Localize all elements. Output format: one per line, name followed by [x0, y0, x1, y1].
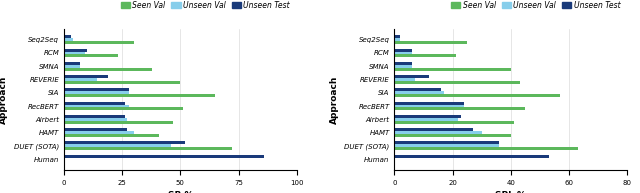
Bar [64, 115, 125, 118]
Bar [64, 105, 129, 108]
Bar [394, 131, 482, 134]
Bar [64, 134, 159, 137]
Bar [64, 88, 129, 91]
Bar [64, 41, 134, 44]
Bar [394, 118, 458, 121]
Y-axis label: Approach: Approach [330, 75, 339, 124]
Bar [64, 38, 74, 41]
Bar [64, 68, 152, 71]
Bar [64, 147, 232, 150]
Bar [394, 94, 560, 97]
Bar [64, 54, 118, 57]
Bar [394, 128, 473, 131]
X-axis label: SR %: SR % [168, 191, 193, 193]
Bar [394, 65, 412, 68]
Bar [394, 81, 520, 84]
Bar [394, 52, 412, 54]
Bar [64, 49, 87, 52]
Bar [64, 121, 173, 124]
Bar [394, 62, 412, 65]
Y-axis label: Approach: Approach [0, 75, 8, 124]
Bar [64, 102, 125, 105]
Bar [394, 144, 499, 147]
Bar [64, 35, 71, 38]
Bar [394, 91, 444, 94]
Bar [64, 78, 97, 81]
Bar [394, 102, 464, 105]
Bar [394, 35, 400, 38]
Legend: Seen Val, Unseen Val, Unseen Test: Seen Val, Unseen Val, Unseen Test [448, 0, 623, 13]
Bar [394, 54, 456, 57]
Legend: Seen Val, Unseen Val, Unseen Test: Seen Val, Unseen Val, Unseen Test [118, 0, 293, 13]
Bar [394, 134, 511, 137]
Bar [64, 52, 85, 54]
Bar [64, 94, 215, 97]
Bar [64, 81, 180, 84]
Bar [64, 118, 127, 121]
Bar [394, 38, 400, 41]
Bar [64, 65, 80, 68]
Bar [394, 88, 441, 91]
Bar [394, 49, 412, 52]
Bar [64, 144, 171, 147]
Bar [394, 147, 578, 150]
Bar [64, 155, 264, 158]
Bar [394, 141, 499, 144]
Bar [64, 131, 134, 134]
Bar [394, 108, 525, 110]
Bar [64, 62, 80, 65]
Bar [394, 41, 467, 44]
Bar [64, 141, 185, 144]
Bar [64, 91, 129, 94]
Bar [394, 105, 464, 108]
Bar [394, 121, 514, 124]
Bar [394, 155, 548, 158]
Bar [64, 108, 182, 110]
Bar [394, 78, 415, 81]
X-axis label: SPL %: SPL % [495, 191, 526, 193]
Bar [394, 115, 461, 118]
Bar [64, 75, 108, 78]
Bar [394, 75, 429, 78]
Bar [394, 68, 511, 71]
Bar [64, 128, 127, 131]
